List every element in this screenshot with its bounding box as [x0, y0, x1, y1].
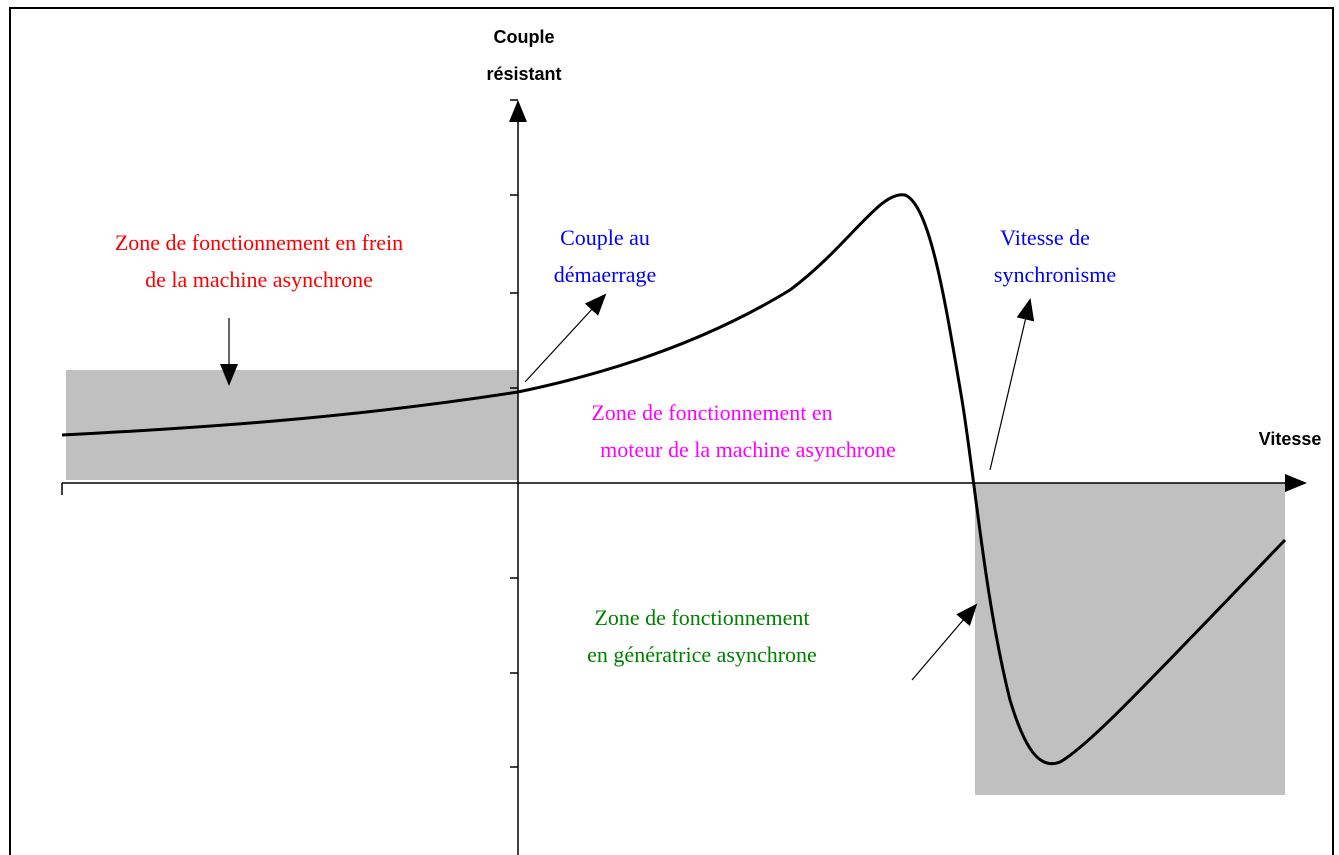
- torque-curve: [61, 193, 1287, 766]
- annotation: Vitesse de: [1000, 225, 1090, 250]
- y-label: résistant: [486, 64, 561, 84]
- annotation: Zone de fonctionnement en: [591, 400, 832, 425]
- brake-zone: [66, 370, 518, 480]
- annotation: moteur de la machine asynchrone: [600, 437, 896, 462]
- annotation: Couple au: [560, 225, 650, 250]
- annotation: synchronisme: [994, 262, 1116, 287]
- x-label: Vitesse: [1259, 429, 1322, 449]
- annotation: Zone de fonctionnement: [594, 605, 809, 630]
- annotation: de la machine asynchrone: [145, 267, 373, 292]
- y-label: Couple: [494, 27, 555, 47]
- annotation: démaerrage: [554, 262, 657, 287]
- generator-zone: [975, 483, 1285, 795]
- annotation: Zone de fonctionnement en frein: [115, 230, 403, 255]
- annotation: en génératrice asynchrone: [587, 642, 817, 667]
- arrows: [220, 293, 1035, 681]
- frame: [9, 7, 1334, 855]
- y-ticks: [61, 99, 518, 768]
